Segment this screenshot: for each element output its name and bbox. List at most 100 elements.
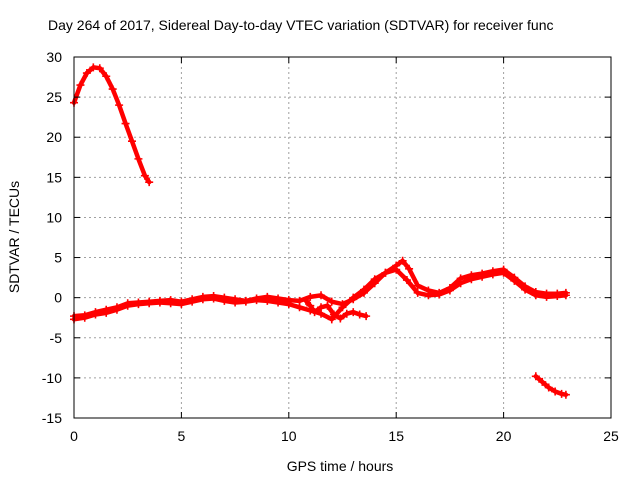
data-point bbox=[155, 298, 164, 307]
data-point bbox=[370, 275, 379, 284]
grid-layer bbox=[74, 57, 611, 418]
data-point bbox=[336, 314, 345, 323]
y-tick-label: 30 bbox=[46, 49, 62, 65]
data-point bbox=[284, 300, 293, 309]
data-point bbox=[424, 291, 433, 300]
data-point bbox=[115, 101, 124, 110]
x-tick-label: 25 bbox=[603, 428, 619, 444]
data-point bbox=[478, 272, 487, 281]
data-point bbox=[91, 310, 100, 319]
x-tick-label: 15 bbox=[388, 428, 404, 444]
data-point bbox=[542, 292, 551, 301]
data-point bbox=[108, 85, 117, 94]
data-point bbox=[349, 308, 358, 317]
data-point bbox=[323, 301, 332, 310]
data-point bbox=[435, 290, 444, 299]
y-tick-label: -5 bbox=[50, 330, 63, 346]
x-axis-label: GPS time / hours bbox=[287, 458, 394, 474]
y-tick-label: -15 bbox=[42, 410, 62, 426]
data-point bbox=[544, 383, 553, 392]
series-layer bbox=[70, 63, 570, 399]
data-point bbox=[241, 297, 250, 306]
x-tick-label: 10 bbox=[281, 428, 297, 444]
data-point bbox=[220, 296, 229, 305]
data-point bbox=[188, 297, 197, 306]
data-point bbox=[145, 299, 154, 308]
satellite-track-5 bbox=[531, 372, 570, 399]
data-point bbox=[355, 310, 364, 319]
data-point bbox=[140, 171, 149, 180]
data-point bbox=[231, 298, 240, 307]
data-point bbox=[145, 178, 154, 187]
data-point bbox=[306, 292, 315, 301]
y-tick-label: 0 bbox=[54, 290, 62, 306]
y-tick-label: 25 bbox=[46, 89, 62, 105]
tick-layer: 0 5 10 15 20 25 -15 -10 -5 0 5 10 15 20 25 30 bbox=[42, 49, 619, 444]
data-point bbox=[467, 275, 476, 284]
satellite-track-3 bbox=[70, 265, 570, 324]
data-point bbox=[329, 310, 338, 319]
data-point bbox=[402, 276, 411, 285]
data-point bbox=[405, 264, 414, 273]
data-point bbox=[362, 312, 371, 321]
data-point bbox=[327, 297, 336, 306]
data-point bbox=[127, 137, 136, 146]
data-point bbox=[102, 308, 111, 317]
data-point bbox=[317, 291, 326, 300]
data-point bbox=[306, 301, 315, 310]
y-axis-label: SDTVAR / TECUs bbox=[6, 181, 22, 293]
data-point bbox=[134, 154, 143, 163]
data-point bbox=[177, 300, 186, 309]
data-point bbox=[342, 309, 351, 318]
y-tick-label: 5 bbox=[54, 250, 62, 266]
data-point bbox=[134, 300, 143, 309]
data-point bbox=[274, 298, 283, 307]
data-point bbox=[295, 303, 304, 312]
data-point bbox=[551, 387, 560, 396]
data-point bbox=[80, 313, 89, 322]
data-point bbox=[413, 288, 422, 297]
data-point bbox=[359, 285, 368, 294]
data-point bbox=[413, 281, 422, 290]
data-point bbox=[349, 293, 358, 302]
x-tick-label: 20 bbox=[496, 428, 512, 444]
y-tick-label: -10 bbox=[42, 370, 62, 386]
data-point bbox=[531, 291, 540, 300]
data-point bbox=[82, 69, 91, 78]
data-point bbox=[456, 279, 465, 288]
y-tick-label: 10 bbox=[46, 209, 62, 225]
x-tick-label: 5 bbox=[178, 428, 186, 444]
satellite-track-1 bbox=[70, 63, 154, 187]
data-point bbox=[445, 286, 454, 295]
satellite-track-4 bbox=[301, 296, 371, 323]
data-point bbox=[488, 270, 497, 279]
data-point bbox=[553, 292, 562, 301]
data-point bbox=[89, 63, 98, 72]
data-point bbox=[209, 294, 218, 303]
data-point bbox=[521, 285, 530, 294]
data-point bbox=[327, 315, 336, 324]
data-point bbox=[263, 296, 272, 305]
data-point bbox=[121, 119, 130, 128]
data-point bbox=[561, 390, 570, 399]
data-point bbox=[392, 265, 401, 274]
chart-title: Day 264 of 2017, Sidereal Day-to-day VTE… bbox=[48, 17, 554, 33]
data-point bbox=[561, 291, 570, 300]
data-point bbox=[112, 305, 121, 314]
data-point bbox=[557, 389, 566, 398]
data-point bbox=[102, 72, 111, 81]
plot-frame bbox=[73, 56, 612, 419]
data-point bbox=[510, 276, 519, 285]
data-point bbox=[531, 372, 540, 381]
data-point bbox=[123, 301, 132, 310]
x-tick-label: 0 bbox=[70, 428, 78, 444]
data-point bbox=[538, 377, 547, 386]
data-point bbox=[198, 295, 207, 304]
y-tick-label: 20 bbox=[46, 129, 62, 145]
data-point bbox=[252, 296, 261, 305]
y-tick-label: 15 bbox=[46, 169, 62, 185]
data-point bbox=[76, 81, 85, 90]
data-point bbox=[338, 303, 347, 312]
data-point bbox=[398, 256, 407, 265]
data-point bbox=[317, 303, 326, 312]
